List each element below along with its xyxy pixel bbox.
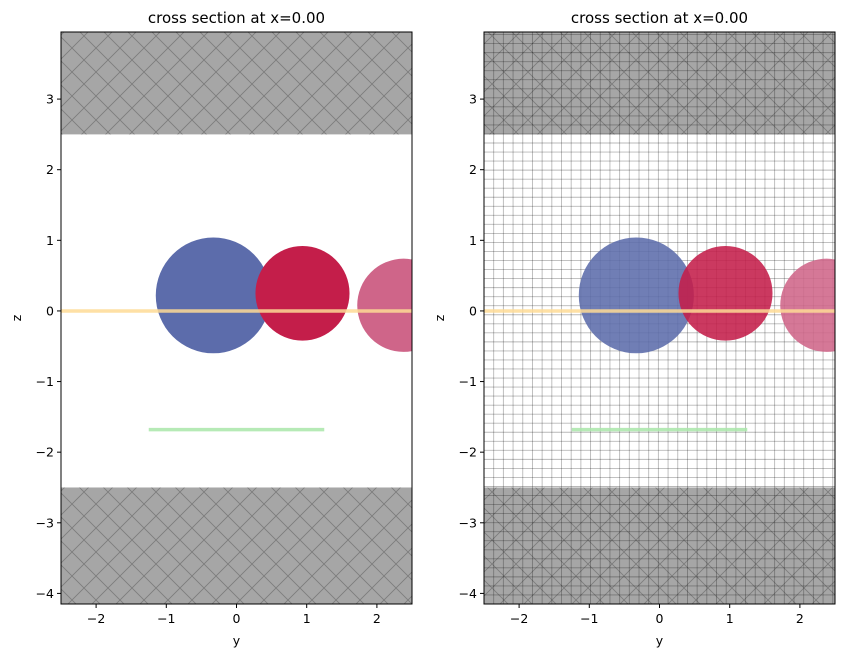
left-xtick-label: −2: [87, 611, 105, 626]
left-ytick-label: −4: [36, 586, 54, 601]
left-circle-1: [155, 237, 271, 354]
right-xtick-label: 1: [726, 611, 734, 626]
left-y-axis-label: z: [9, 314, 24, 321]
right-plot-area: [484, 32, 835, 604]
right-xtick-label: 2: [796, 611, 804, 626]
left-chart-title: cross section at x=0.00: [148, 9, 325, 27]
left-xtick-label: −1: [157, 611, 175, 626]
right-substrate-hatch-top: [484, 32, 835, 135]
left-ytick-label: −3: [36, 515, 54, 530]
right-ytick-label: −2: [459, 445, 477, 460]
left-ytick-label: 2: [46, 162, 54, 177]
right-ytick-label: 0: [469, 303, 477, 318]
right-mesh-grid: [484, 32, 835, 604]
right-ytick-label: 2: [469, 162, 477, 177]
right-chart-panel: −2 −1 0 1 2 3 2 1 0 −1 −2 −3 −4 cross section at x=0.…: [432, 9, 836, 648]
right-xtick-label: 0: [656, 611, 664, 626]
right-ytick-label: 3: [469, 92, 477, 107]
left-xtick-label: 1: [303, 611, 311, 626]
right-ytick-label: −4: [459, 586, 477, 601]
right-ytick-label: 1: [469, 233, 477, 248]
left-x-axis-label: y: [233, 633, 241, 648]
left-circle-2: [255, 245, 350, 341]
left-chart-panel: −2 −1 0 1 2 3 2 1 0 −1 −2 −3 −4 cross section at x=0.…: [9, 9, 413, 648]
right-y-axis-label: z: [432, 314, 447, 321]
right-circle-3: [780, 258, 835, 352]
left-ytick-label: 0: [46, 303, 54, 318]
left-ytick-label: −1: [36, 374, 54, 389]
right-ytick-label: −1: [459, 374, 477, 389]
right-x-axis-label: y: [656, 633, 664, 648]
left-xtick-label: 0: [233, 611, 241, 626]
right-circle-1: [578, 237, 694, 354]
left-ytick-label: 3: [46, 92, 54, 107]
left-ytick-label: −2: [36, 445, 54, 460]
left-ytick-label: 1: [46, 233, 54, 248]
right-xtick-label: −1: [580, 611, 598, 626]
left-substrate-hatch-bottom: [61, 487, 412, 604]
right-circle-2: [678, 245, 773, 341]
right-chart-title: cross section at x=0.00: [571, 9, 748, 27]
left-plot-area: [61, 32, 412, 604]
left-circle-3: [357, 258, 412, 352]
left-xtick-label: 2: [373, 611, 381, 626]
right-xtick-label: −2: [510, 611, 528, 626]
right-ytick-label: −3: [459, 515, 477, 530]
right-substrate-hatch-bottom: [484, 487, 835, 604]
left-substrate-hatch-top: [61, 32, 412, 135]
